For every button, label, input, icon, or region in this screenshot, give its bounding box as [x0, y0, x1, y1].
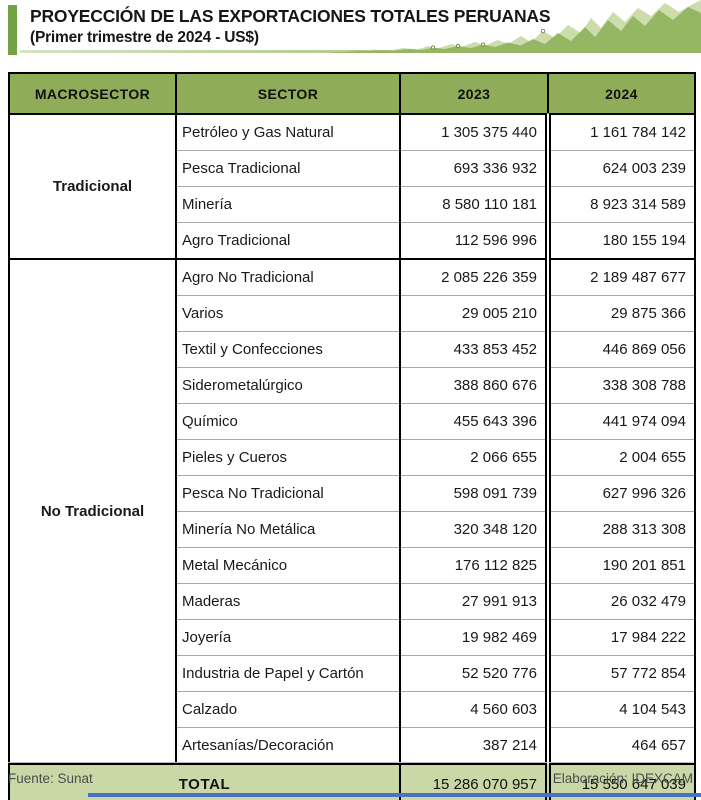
value-2024-cell: 338 308 788	[545, 367, 696, 404]
header-macrosector: MACROSECTOR	[8, 72, 177, 115]
sector-cell: Joyería	[175, 619, 401, 656]
value-2024-cell: 190 201 851	[545, 547, 696, 584]
value-2024-cell: 2 004 655	[545, 439, 696, 476]
value-2024-cell: 627 996 326	[545, 475, 696, 512]
table-row: Varios 29 005 210 29 875 366	[9, 295, 696, 332]
value-2023-cell: 4 560 603	[399, 691, 549, 728]
table-row: Tradicional Petróleo y Gas Natural 1 305 3…	[8, 113, 696, 259]
sector-cell: Industria de Papel y Cartón	[175, 655, 401, 692]
table-row: Textil y Confecciones 433 853 452 446 869 …	[9, 331, 696, 368]
value-2024-cell: 2 189 487 677	[545, 258, 696, 296]
sector-cell: Minería	[175, 186, 401, 223]
value-2024-cell: 288 313 308	[545, 511, 696, 548]
table-row: Pesca No Tradicional 598 091 739 627 996 3…	[9, 475, 696, 512]
value-2023-cell: 433 853 452	[399, 331, 549, 368]
value-2023-cell: 19 982 469	[399, 619, 549, 656]
table-row: Siderometalúrgico 388 860 676 338 308 788	[9, 367, 696, 404]
table-row: Minería 8 580 110 181 8 923 314 589	[9, 186, 696, 223]
table-row: Joyería 19 982 469 17 984 222	[9, 619, 696, 656]
value-2023-cell: 8 580 110 181	[399, 186, 549, 223]
value-2023-cell: 2 066 655	[399, 439, 549, 476]
value-2024-cell: 1 161 784 142	[545, 113, 696, 151]
value-2024-cell: 464 657	[545, 727, 696, 764]
sector-cell: Maderas	[175, 583, 401, 620]
table-row: Calzado 4 560 603 4 104 543	[9, 691, 696, 728]
value-2024-cell: 441 974 094	[545, 403, 696, 440]
table-row: Industria de Papel y Cartón 52 520 776 57 …	[9, 655, 696, 692]
table-row: Minería No Metálica 320 348 120 288 313 30…	[9, 511, 696, 548]
value-2024-cell: 180 155 194	[545, 222, 696, 259]
page-subtitle: (Primer trimestre de 2024 - US$)	[30, 28, 259, 46]
value-2023-cell: 388 860 676	[399, 367, 549, 404]
sector-cell: Agro Tradicional	[175, 222, 401, 259]
sector-cell: Agro No Tradicional	[175, 258, 401, 296]
value-2024-cell: 624 003 239	[545, 150, 696, 187]
table-row: Agro Tradicional 112 596 996 180 155 194	[9, 222, 696, 259]
sector-cell: Pieles y Cueros	[175, 439, 401, 476]
sector-cell: Calzado	[175, 691, 401, 728]
value-2023-cell: 693 336 932	[399, 150, 549, 187]
macrosector-cell: Tradicional	[8, 113, 177, 259]
title-block: PROYECCIÓN DE LAS EXPORTACIONES TOTALES …	[8, 5, 701, 55]
exports-table: MACROSECTOR SECTOR 2023 2024 Tradicional…	[8, 72, 696, 800]
macrosector-group: Tradicional Petróleo y Gas Natural 1 305 3…	[8, 113, 696, 259]
bottom-blue-bar	[88, 793, 701, 797]
value-2024-cell: 57 772 854	[545, 655, 696, 692]
sector-cell: Petróleo y Gas Natural	[175, 113, 401, 151]
value-2023-cell: 29 005 210	[399, 295, 549, 332]
table-row: Artesanías/Decoración 387 214 464 657	[9, 727, 696, 764]
sector-cell: Pesca No Tradicional	[175, 475, 401, 512]
sector-cell: Artesanías/Decoración	[175, 727, 401, 764]
value-2024-cell: 17 984 222	[545, 619, 696, 656]
value-2023-cell: 320 348 120	[399, 511, 549, 548]
table-header: MACROSECTOR SECTOR 2023 2024	[8, 72, 696, 115]
table-row: Pieles y Cueros 2 066 655 2 004 655	[9, 439, 696, 476]
value-2023-cell: 27 991 913	[399, 583, 549, 620]
macrosector-group: No Tradicional Agro No Tradicional 2 085 2…	[8, 258, 696, 764]
sector-cell: Varios	[175, 295, 401, 332]
sector-cell: Químico	[175, 403, 401, 440]
value-2023-cell: 2 085 226 359	[399, 258, 549, 296]
table-row: Metal Mecánico 176 112 825 190 201 851	[9, 547, 696, 584]
table-row: No Tradicional Agro No Tradicional 2 085 2…	[8, 258, 696, 764]
value-2024-cell: 8 923 314 589	[545, 186, 696, 223]
green-accent-bar	[8, 5, 17, 55]
elaboration-label: Elaboración: IDEXCAM	[552, 771, 693, 786]
value-2023-cell: 112 596 996	[399, 222, 549, 259]
table-row: Pesca Tradicional 693 336 932 624 003 239	[9, 150, 696, 187]
value-2023-cell: 1 305 375 440	[399, 113, 549, 151]
value-2024-cell: 446 869 056	[545, 331, 696, 368]
header-row: MACROSECTOR SECTOR 2023 2024	[8, 72, 696, 115]
value-2023-cell: 52 520 776	[399, 655, 549, 692]
sector-cell: Metal Mecánico	[175, 547, 401, 584]
sector-cell: Pesca Tradicional	[175, 150, 401, 187]
header-2023: 2023	[399, 72, 549, 115]
value-2023-cell: 176 112 825	[399, 547, 549, 584]
table-row: Maderas 27 991 913 26 032 479	[9, 583, 696, 620]
value-2023-cell: 598 091 739	[399, 475, 549, 512]
value-2023-cell: 455 643 396	[399, 403, 549, 440]
value-2023-cell: 387 214	[399, 727, 549, 764]
header-sector: SECTOR	[175, 72, 401, 115]
footer-divider	[8, 762, 693, 763]
macrosector-cell: No Tradicional	[8, 258, 177, 764]
area-chart-decoration-icon	[333, 0, 701, 53]
value-2024-cell: 26 032 479	[545, 583, 696, 620]
source-label: Fuente: Sunat	[8, 771, 93, 786]
header-2024: 2024	[547, 72, 696, 115]
value-2024-cell: 4 104 543	[545, 691, 696, 728]
sector-cell: Minería No Metálica	[175, 511, 401, 548]
sector-cell: Textil y Confecciones	[175, 331, 401, 368]
sector-cell: Siderometalúrgico	[175, 367, 401, 404]
footer: Fuente: Sunat Elaboración: IDEXCAM	[8, 771, 693, 786]
page-title: PROYECCIÓN DE LAS EXPORTACIONES TOTALES …	[30, 6, 551, 26]
value-2024-cell: 29 875 366	[545, 295, 696, 332]
table-row: Químico 455 643 396 441 974 094	[9, 403, 696, 440]
